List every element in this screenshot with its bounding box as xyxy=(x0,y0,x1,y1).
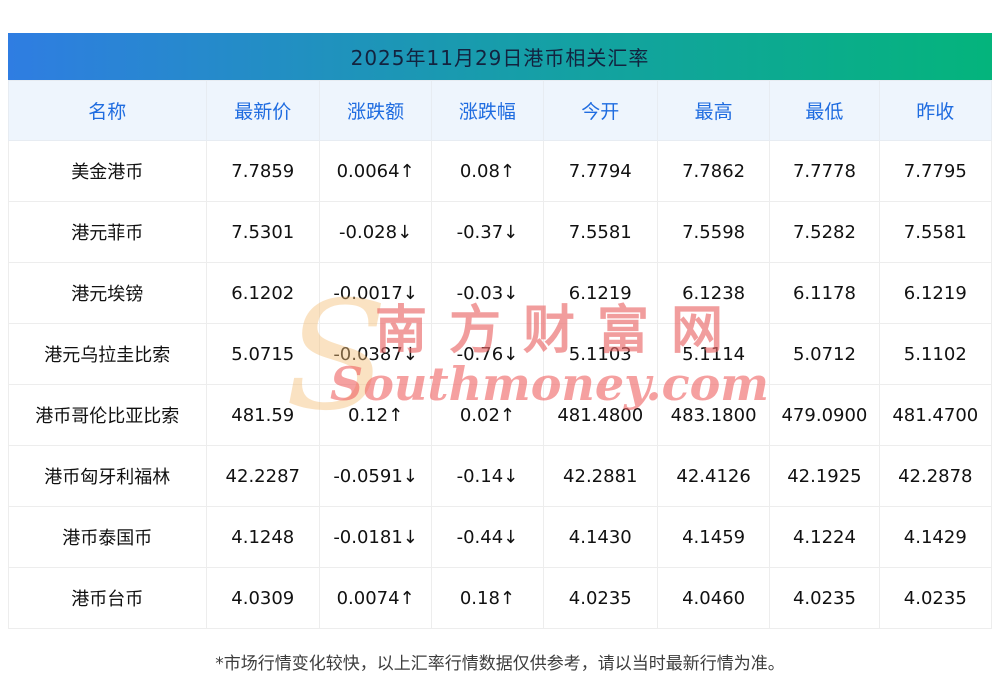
change-percent: -0.14↓ xyxy=(431,445,544,507)
table-row: 港币台币 4.0309 0.0074↑ 0.18↑ 4.0235 4.0460 4.0235… xyxy=(8,567,993,629)
prev-close-price: 6.1219 xyxy=(878,262,993,324)
high-price: 5.1114 xyxy=(656,323,771,385)
change-amount: -0.0017↓ xyxy=(318,262,433,324)
low-price: 42.1925 xyxy=(769,445,880,507)
column-header: 最新价 xyxy=(205,80,320,141)
change-percent: -0.76↓ xyxy=(431,323,544,385)
latest-price: 4.1248 xyxy=(205,506,320,568)
low-price: 5.0712 xyxy=(769,323,880,385)
table-row: 港元乌拉圭比索 5.0715 -0.0387↓ -0.76↓ 5.1103 5.1114 5… xyxy=(8,323,993,385)
currency-name: 港元埃镑 xyxy=(8,262,207,324)
latest-price: 4.0309 xyxy=(205,567,320,629)
prev-close-price: 42.2878 xyxy=(878,445,993,507)
latest-price: 7.5301 xyxy=(205,201,320,263)
low-price: 7.5282 xyxy=(769,201,880,263)
change-percent: -0.03↓ xyxy=(431,262,544,324)
table-row: 港元菲币 7.5301 -0.028↓ -0.37↓ 7.5581 7.5598 7.528… xyxy=(8,201,993,263)
disclaimer-text: *市场行情变化较快，以上汇率行情数据仅供参考，请以当时最新行情为准。 xyxy=(215,654,785,674)
open-price: 7.5581 xyxy=(542,201,658,263)
currency-name: 港元乌拉圭比索 xyxy=(8,323,207,385)
column-header: 涨跌幅 xyxy=(431,80,544,141)
prev-close-price: 7.7795 xyxy=(878,140,993,202)
change-amount: -0.0387↓ xyxy=(318,323,433,385)
exchange-rates-table: 名称 最新价 涨跌额 涨跌幅 今开 最高 最低 昨收 美金港币 7.7859 0.0064↑ 0.0… xyxy=(8,80,993,629)
change-amount: -0.028↓ xyxy=(318,201,433,263)
currency-name: 港币哥伦比亚比索 xyxy=(8,384,207,446)
high-price: 7.7862 xyxy=(656,140,771,202)
currency-name: 港元菲币 xyxy=(8,201,207,263)
column-header: 昨收 xyxy=(878,80,993,141)
page-title: 2025年11月29日港币相关汇率 xyxy=(350,46,650,70)
open-price: 4.0235 xyxy=(542,567,658,629)
latest-price: 5.0715 xyxy=(205,323,320,385)
high-price: 42.4126 xyxy=(656,445,771,507)
latest-price: 42.2287 xyxy=(205,445,320,507)
change-amount: 0.12↑ xyxy=(318,384,433,446)
table-row: 港币匈牙利福林 42.2287 -0.0591↓ -0.14↓ 42.2881 42.41… xyxy=(8,445,993,507)
change-percent: -0.44↓ xyxy=(431,506,544,568)
open-price: 481.4800 xyxy=(542,384,658,446)
prev-close-price: 4.1429 xyxy=(878,506,993,568)
prev-close-price: 7.5581 xyxy=(878,201,993,263)
high-price: 6.1238 xyxy=(656,262,771,324)
low-price: 7.7778 xyxy=(769,140,880,202)
currency-name: 港币匈牙利福林 xyxy=(8,445,207,507)
open-price: 7.7794 xyxy=(542,140,658,202)
low-price: 4.1224 xyxy=(769,506,880,568)
change-percent: -0.37↓ xyxy=(431,201,544,263)
table-row: 港币哥伦比亚比索 481.59 0.12↑ 0.02↑ 481.4800 483.1800… xyxy=(8,384,993,446)
prev-close-price: 5.1102 xyxy=(878,323,993,385)
open-price: 4.1430 xyxy=(542,506,658,568)
change-amount: -0.0181↓ xyxy=(318,506,433,568)
change-amount: 0.0064↑ xyxy=(318,140,433,202)
change-percent: 0.08↑ xyxy=(431,140,544,202)
currency-name: 港币台币 xyxy=(8,567,207,629)
latest-price: 481.59 xyxy=(205,384,320,446)
column-header: 最低 xyxy=(769,80,880,141)
table-row: 港币泰国币 4.1248 -0.0181↓ -0.44↓ 4.1430 4.1459 4.1… xyxy=(8,506,993,568)
column-header: 涨跌额 xyxy=(318,80,433,141)
change-percent: 0.18↑ xyxy=(431,567,544,629)
table-row: 港元埃镑 6.1202 -0.0017↓ -0.03↓ 6.1219 6.1238 6.11… xyxy=(8,262,993,324)
high-price: 483.1800 xyxy=(656,384,771,446)
latest-price: 7.7859 xyxy=(205,140,320,202)
low-price: 4.0235 xyxy=(769,567,880,629)
prev-close-price: 4.0235 xyxy=(878,567,993,629)
title-bar: 2025年11月29日港币相关汇率 xyxy=(8,33,992,80)
low-price: 479.0900 xyxy=(769,384,880,446)
change-amount: -0.0591↓ xyxy=(318,445,433,507)
high-price: 4.0460 xyxy=(656,567,771,629)
column-header: 今开 xyxy=(542,80,658,141)
low-price: 6.1178 xyxy=(769,262,880,324)
change-percent: 0.02↑ xyxy=(431,384,544,446)
open-price: 42.2881 xyxy=(542,445,658,507)
column-header: 名称 xyxy=(8,80,207,141)
open-price: 6.1219 xyxy=(542,262,658,324)
high-price: 7.5598 xyxy=(656,201,771,263)
table-row: 美金港币 7.7859 0.0064↑ 0.08↑ 7.7794 7.7862 7.7778… xyxy=(8,140,993,202)
open-price: 5.1103 xyxy=(542,323,658,385)
latest-price: 6.1202 xyxy=(205,262,320,324)
prev-close-price: 481.4700 xyxy=(878,384,993,446)
currency-name: 港币泰国币 xyxy=(8,506,207,568)
currency-name: 美金港币 xyxy=(8,140,207,202)
column-header: 最高 xyxy=(656,80,771,141)
table-header-row: 名称 最新价 涨跌额 涨跌幅 今开 最高 最低 昨收 xyxy=(8,80,993,141)
change-amount: 0.0074↑ xyxy=(318,567,433,629)
high-price: 4.1459 xyxy=(656,506,771,568)
